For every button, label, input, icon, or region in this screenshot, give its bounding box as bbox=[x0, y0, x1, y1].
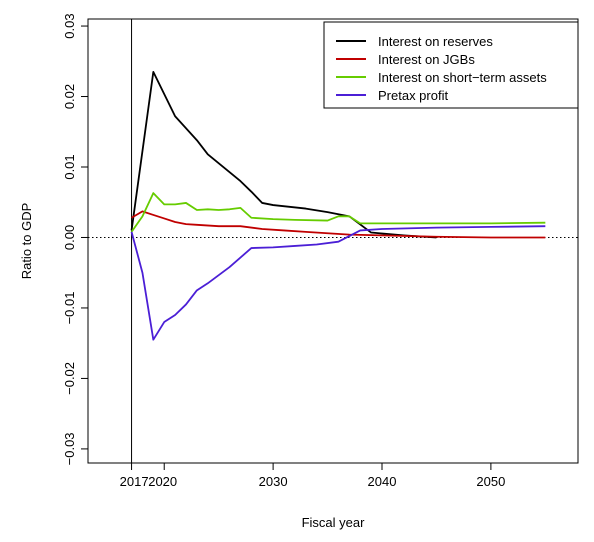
x-tick-label: 2050 bbox=[476, 474, 505, 489]
y-tick-label: −0.01 bbox=[62, 291, 77, 324]
legend-label: Pretax profit bbox=[378, 88, 448, 103]
y-tick-label: −0.02 bbox=[62, 362, 77, 395]
legend: Interest on reserves Interest on JGBs Inte… bbox=[323, 21, 579, 109]
legend-box bbox=[323, 21, 579, 109]
x-axis-title: Fiscal year bbox=[302, 515, 366, 530]
y-tick-label: 0.01 bbox=[62, 154, 77, 179]
series-line-interest-on-jgbs bbox=[131, 210, 546, 239]
plot-area bbox=[88, 19, 578, 463]
y-tick-label: −0.03 bbox=[62, 432, 77, 465]
y-tick-label: 0.03 bbox=[62, 13, 77, 38]
legend-label: Interest on reserves bbox=[378, 34, 493, 49]
y-tick-label: 0.00 bbox=[62, 225, 77, 250]
legend-label: Interest on JGBs bbox=[378, 52, 475, 67]
series-line-interest-on-reserves bbox=[130, 70, 437, 239]
legend-label: Interest on short−term assets bbox=[378, 70, 547, 85]
y-axis: −0.03 −0.02 −0.01 0.00 0.01 0.02 0.03 bbox=[62, 13, 88, 465]
x-tick-label: 2030 bbox=[259, 474, 288, 489]
x-tick-label: 2020 bbox=[148, 474, 177, 489]
x-tick-label: 2017 bbox=[120, 474, 149, 489]
y-tick-label: 0.02 bbox=[62, 84, 77, 109]
x-tick-label: 2040 bbox=[368, 474, 397, 489]
y-axis-title: Ratio to GDP bbox=[19, 203, 34, 280]
series-line-interest-on-short-term-assets bbox=[130, 192, 546, 233]
series-line-pretax-profit bbox=[130, 225, 546, 341]
plot-frame bbox=[87, 18, 579, 464]
x-axis: 2017 2020 2030 2040 2050 bbox=[120, 463, 505, 489]
